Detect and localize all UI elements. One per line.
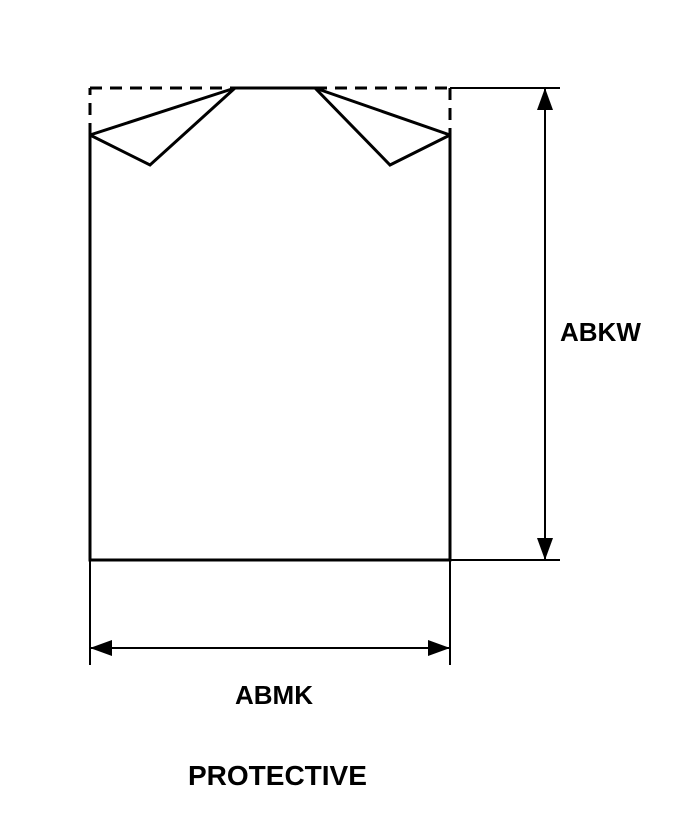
dim-width-label: ABMK <box>235 680 313 711</box>
title-label: PROTECTIVE <box>188 760 367 792</box>
dim-height-label: ABKW <box>560 317 641 348</box>
diagram-svg <box>0 0 676 830</box>
